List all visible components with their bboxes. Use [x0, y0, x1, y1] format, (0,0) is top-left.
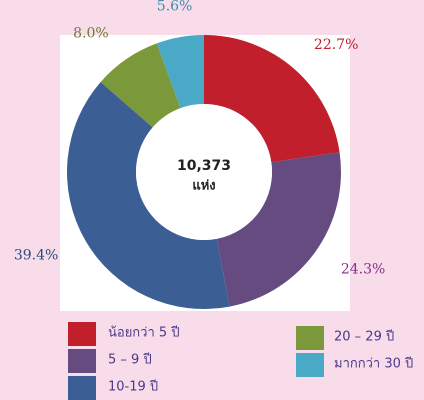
- legend-swatch: [68, 322, 96, 346]
- slice: [100, 43, 181, 128]
- legend-swatch: [296, 353, 324, 377]
- legend-label: 10-19 ปี: [108, 379, 158, 395]
- legend-swatch: [68, 349, 96, 373]
- center-value: 10,373: [177, 158, 231, 174]
- legend-swatch: [68, 376, 96, 400]
- slice: [156, 35, 204, 109]
- legend-label: น้อยกว่า 5 ปี: [108, 325, 180, 341]
- legend-label: 5 – 9 ปี: [108, 352, 152, 368]
- slice: [66, 82, 230, 310]
- slice: [204, 35, 340, 163]
- legend-label: มากกว่า 30 ปี: [334, 356, 413, 372]
- legend-swatch: [296, 326, 324, 350]
- value-label: 24.3%: [341, 261, 385, 277]
- center-label: แห่ง: [192, 179, 215, 194]
- value-label: 8.0%: [73, 26, 109, 42]
- value-label: 39.4%: [14, 248, 58, 264]
- legend-label: 20 – 29 ปี: [334, 329, 394, 345]
- value-label: 5.6%: [157, 0, 193, 15]
- value-label: 22.7%: [314, 37, 358, 53]
- donut-hole: [136, 104, 272, 240]
- slice: [216, 152, 341, 307]
